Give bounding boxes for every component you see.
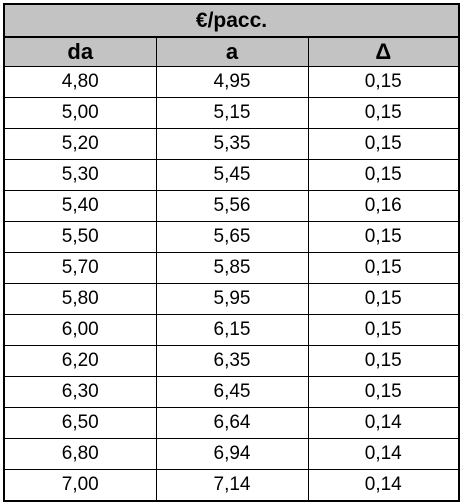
column-header-a: a: [155, 36, 309, 67]
cell-delta: 0,14: [307, 407, 460, 439]
cell-a: 5,35: [155, 128, 309, 160]
cell-delta: 0,15: [307, 128, 460, 160]
cell-delta: 0,15: [307, 376, 460, 408]
cell-a: 6,15: [155, 314, 309, 346]
cell-da: 5,30: [3, 159, 157, 191]
cell-a: 6,45: [155, 376, 309, 408]
cell-a: 6,64: [155, 407, 309, 439]
table-row: 6,50 6,64 0,14: [3, 407, 460, 439]
cell-delta: 0,15: [307, 221, 460, 253]
cell-da: 7,00: [3, 469, 157, 502]
price-table: €/pacc. da a Δ 4,80 4,95 0,15 5,00 5,15 …: [3, 3, 460, 502]
table-row: 5,00 5,15 0,15: [3, 97, 460, 129]
cell-delta: 0,15: [307, 283, 460, 315]
cell-delta: 0,15: [307, 345, 460, 377]
table-row: 6,80 6,94 0,14: [3, 438, 460, 470]
cell-delta: 0,15: [307, 314, 460, 346]
cell-da: 6,20: [3, 345, 157, 377]
cell-a: 4,95: [155, 66, 309, 98]
cell-delta: 0,16: [307, 190, 460, 222]
table-row: 6,30 6,45 0,15: [3, 376, 460, 408]
table-row: 7,00 7,14 0,14: [3, 469, 460, 502]
cell-a: 5,65: [155, 221, 309, 253]
cell-delta: 0,14: [307, 469, 460, 502]
table-row: 5,50 5,65 0,15: [3, 221, 460, 253]
table-row: 5,20 5,35 0,15: [3, 128, 460, 160]
cell-a: 5,15: [155, 97, 309, 129]
cell-da: 5,00: [3, 97, 157, 129]
table-row: 6,20 6,35 0,15: [3, 345, 460, 377]
cell-a: 5,45: [155, 159, 309, 191]
cell-da: 6,50: [3, 407, 157, 439]
table-title: €/pacc.: [3, 3, 460, 38]
cell-delta: 0,14: [307, 438, 460, 470]
table-row: 5,70 5,85 0,15: [3, 252, 460, 284]
cell-da: 6,00: [3, 314, 157, 346]
cell-delta: 0,15: [307, 252, 460, 284]
table-row: 4,80 4,95 0,15: [3, 66, 460, 98]
cell-a: 5,95: [155, 283, 309, 315]
cell-da: 5,20: [3, 128, 157, 160]
cell-a: 5,56: [155, 190, 309, 222]
table-row: 6,00 6,15 0,15: [3, 314, 460, 346]
table-row: 5,30 5,45 0,15: [3, 159, 460, 191]
cell-delta: 0,15: [307, 66, 460, 98]
cell-da: 6,30: [3, 376, 157, 408]
table-row: 5,80 5,95 0,15: [3, 283, 460, 315]
cell-da: 6,80: [3, 438, 157, 470]
cell-da: 4,80: [3, 66, 157, 98]
cell-a: 5,85: [155, 252, 309, 284]
cell-da: 5,50: [3, 221, 157, 253]
title-row: €/pacc.: [3, 3, 460, 38]
cell-da: 5,70: [3, 252, 157, 284]
table-row: 5,40 5,56 0,16: [3, 190, 460, 222]
cell-delta: 0,15: [307, 159, 460, 191]
cell-a: 6,94: [155, 438, 309, 470]
cell-delta: 0,15: [307, 97, 460, 129]
cell-da: 5,80: [3, 283, 157, 315]
cell-a: 7,14: [155, 469, 309, 502]
column-header-da: da: [3, 36, 157, 67]
table-body: 4,80 4,95 0,15 5,00 5,15 0,15 5,20 5,35 …: [3, 66, 460, 502]
header-row: da a Δ: [3, 36, 460, 67]
cell-a: 6,35: [155, 345, 309, 377]
cell-da: 5,40: [3, 190, 157, 222]
column-header-delta: Δ: [307, 36, 460, 67]
